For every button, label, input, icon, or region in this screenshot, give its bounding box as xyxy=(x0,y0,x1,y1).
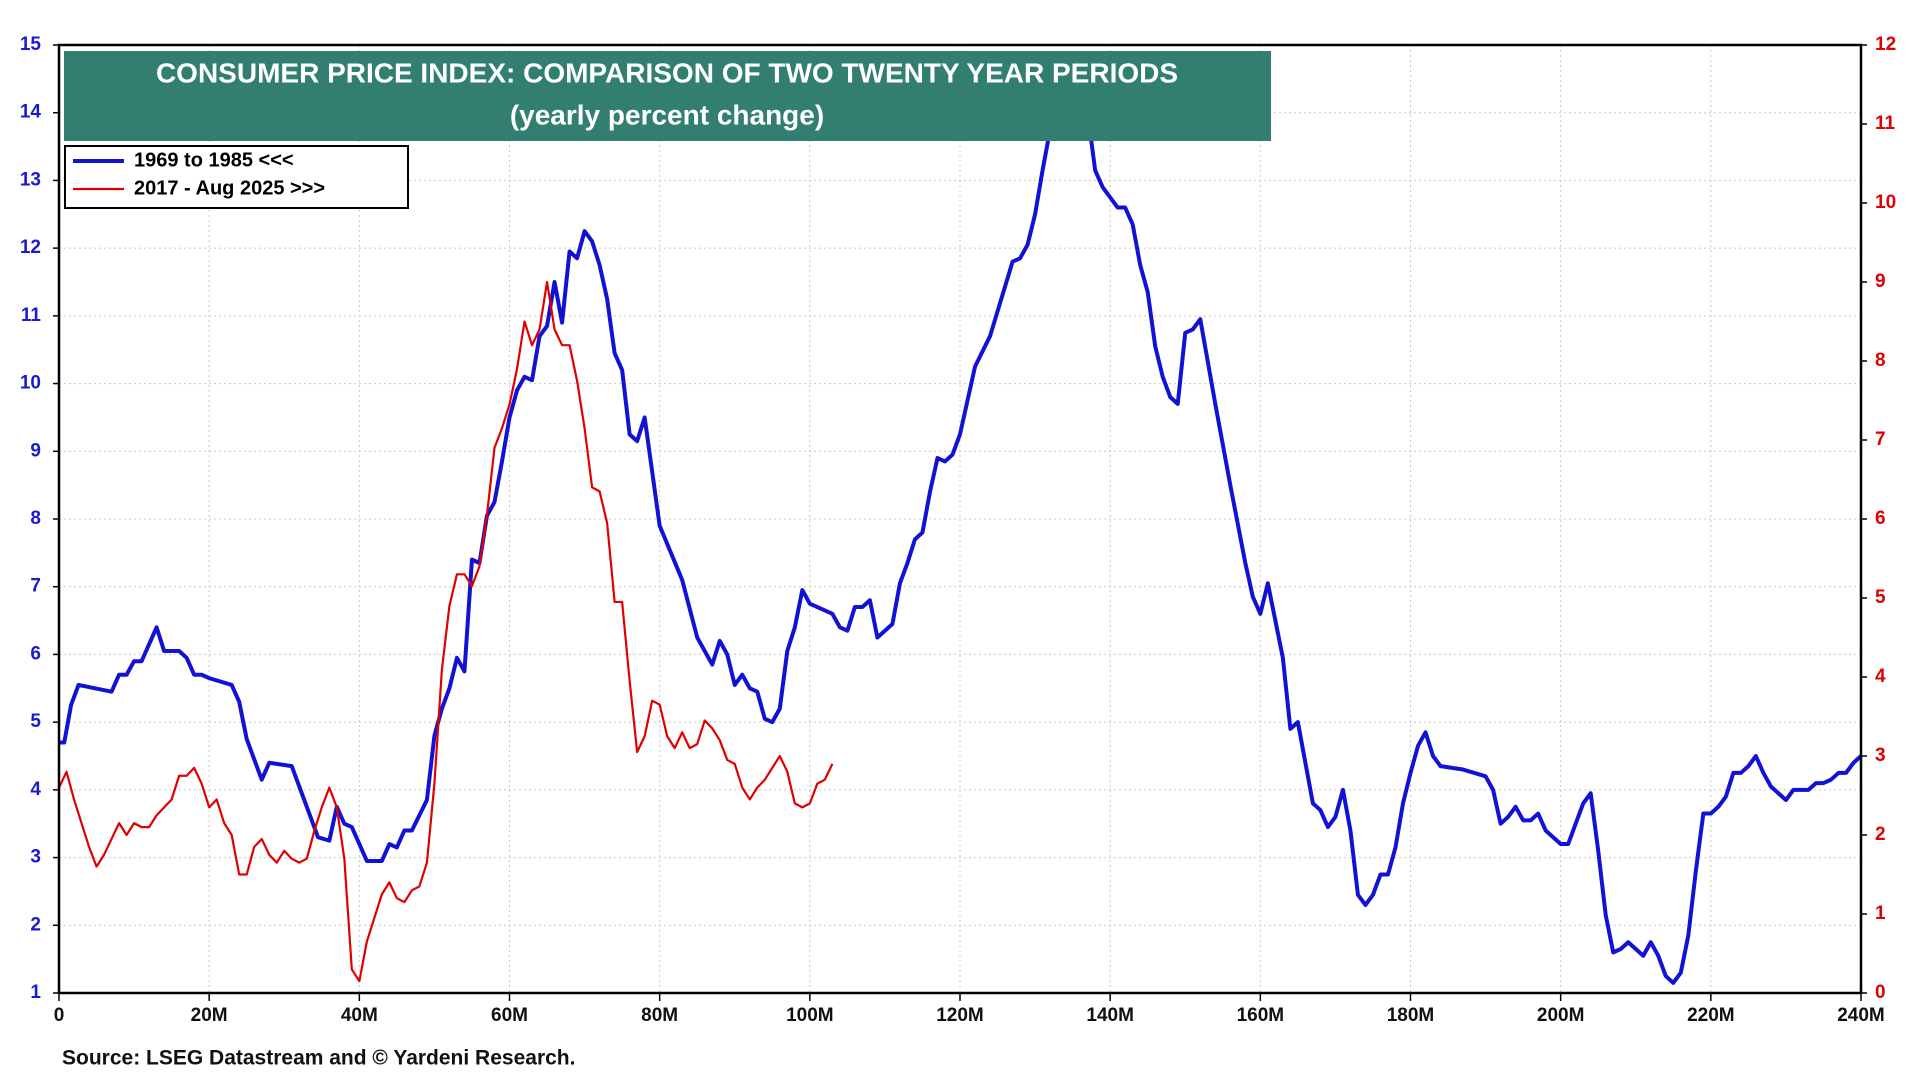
y2-tick-label: 1 xyxy=(1875,903,1886,924)
y-tick-label: 3 xyxy=(30,847,41,868)
y2-tick-label: 12 xyxy=(1875,34,1896,55)
y2-tick-label: 4 xyxy=(1875,666,1886,687)
x-tick-label: 80M xyxy=(641,1005,678,1026)
y2-tick-label: 2 xyxy=(1875,824,1886,845)
x-tick-label: 20M xyxy=(191,1005,228,1026)
series-line xyxy=(58,280,834,983)
series-line xyxy=(59,56,1863,985)
legend: 1969 to 1985 <<< 2017 - Aug 2025 >>> xyxy=(64,145,409,209)
x-tick-label: 60M xyxy=(491,1005,528,1026)
title-box xyxy=(64,51,1271,141)
x-tick-label: 100M xyxy=(786,1005,834,1026)
y-tick-label: 10 xyxy=(20,373,41,394)
y2-tick-label: 8 xyxy=(1875,350,1886,371)
y2-tick-label: 3 xyxy=(1875,745,1886,766)
chart-subtitle: (yearly percent change) xyxy=(510,99,824,130)
y-tick-label: 6 xyxy=(30,643,41,664)
y-tick-label: 1 xyxy=(30,982,41,1003)
y-tick-label: 9 xyxy=(30,440,41,461)
y-tick-label: 13 xyxy=(20,169,41,190)
y2-tick-label: 9 xyxy=(1875,271,1886,292)
y-tick-label: 15 xyxy=(20,34,42,55)
y-tick-label: 5 xyxy=(30,711,41,732)
legend-label: 2017 - Aug 2025 >>> xyxy=(134,177,325,199)
legend-box xyxy=(64,145,409,209)
y-tick-label: 4 xyxy=(30,779,41,800)
y2-tick-label: 0 xyxy=(1875,982,1886,1003)
y2-tick-label: 5 xyxy=(1875,587,1886,608)
x-tick-label: 140M xyxy=(1086,1005,1134,1026)
chart-title: CONSUMER PRICE INDEX: COMPARISON OF TWO … xyxy=(156,57,1178,88)
legend-label: 1969 to 1985 <<< xyxy=(134,149,294,171)
x-tick-label: 0 xyxy=(54,1005,65,1026)
x-tick-label: 240M xyxy=(1837,1005,1885,1026)
x-tick-label: 180M xyxy=(1387,1005,1435,1026)
y2-tick-label: 11 xyxy=(1875,113,1896,134)
x-tick-label: 160M xyxy=(1237,1005,1285,1026)
y2-tick-label: 7 xyxy=(1875,429,1886,450)
x-tick-label: 200M xyxy=(1537,1005,1585,1026)
y2-tick-label: 10 xyxy=(1875,192,1896,213)
y-tick-label: 12 xyxy=(20,237,41,258)
source-note: Source: LSEG Datastream and © Yardeni Re… xyxy=(62,1047,575,1070)
ticks-layer: 0 20M 40M 60M 80M 100M 120M 140M 160M 180M 200M 220… xyxy=(20,34,1896,1026)
y-tick-label: 2 xyxy=(30,914,41,935)
lines-layer xyxy=(58,56,1863,985)
y-tick-label: 14 xyxy=(20,102,42,123)
y2-tick-label: 6 xyxy=(1875,508,1886,529)
y-tick-label: 11 xyxy=(21,305,42,326)
y-tick-label: 8 xyxy=(30,508,41,529)
x-tick-label: 40M xyxy=(341,1005,378,1026)
x-tick-label: 120M xyxy=(936,1005,984,1026)
x-tick-label: 220M xyxy=(1687,1005,1735,1026)
y-tick-label: 7 xyxy=(30,576,41,597)
